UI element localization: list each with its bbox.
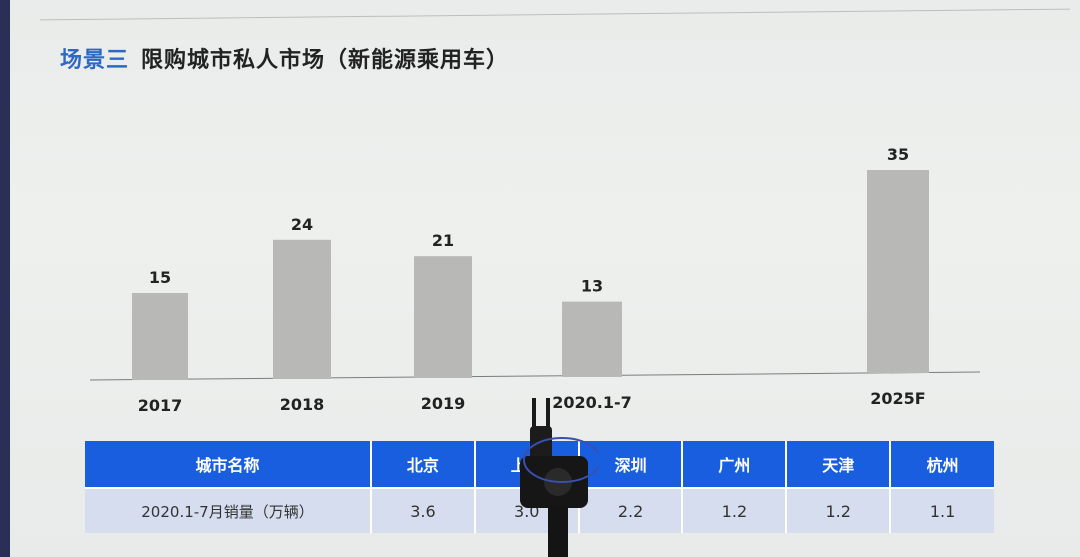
- bar-2018: [273, 239, 331, 379]
- category-label: 2018: [280, 395, 325, 414]
- bar-2020.1-7: [562, 301, 622, 377]
- row-label: 2020.1-7月销量（万辆）: [85, 487, 372, 533]
- table-cell: 1.2: [682, 487, 788, 533]
- category-label: 2019: [421, 394, 466, 413]
- value-label: 15: [149, 268, 171, 287]
- category-label: 2025F: [870, 389, 925, 408]
- category-label: 2020.1-7: [552, 393, 632, 412]
- x-axis-line: [89, 371, 981, 381]
- header-city: 深圳: [578, 441, 684, 488]
- table-header-row: 城市名称 北京 上海 深圳 广州 天津 杭州: [85, 441, 994, 488]
- bar-2025F: [867, 170, 929, 373]
- table-cell: 2.2: [578, 487, 684, 533]
- bar-2019: [414, 256, 472, 378]
- title-text: 限购城市私人市场（新能源乘用车）: [141, 48, 510, 73]
- bar-2017: [132, 293, 188, 380]
- bars-group: 15 2017 24 2018 21 2019 13 2020.1-7 35 2025F: [132, 145, 929, 415]
- slide-title: 场景三 限购城市私人市场（新能源乘用车）: [60, 42, 509, 74]
- camera-silhouette: [520, 398, 598, 557]
- value-label: 24: [291, 215, 313, 234]
- category-label: 2017: [138, 396, 183, 415]
- table-cell: 3.6: [371, 487, 476, 533]
- header-city-name: 城市名称: [85, 441, 372, 488]
- scene-label: 场景三: [60, 48, 130, 73]
- header-city: 北京: [371, 441, 476, 488]
- slide: 场景三 限购城市私人市场（新能源乘用车） 15 2017 24 2018 21 2019 13…: [10, 0, 1080, 557]
- bar-chart: 15 2017 24 2018 21 2019 13 2020.1-7 35 2025F: [89, 145, 981, 415]
- header-city: 杭州: [890, 441, 994, 488]
- table-cell: 1.2: [786, 487, 892, 533]
- value-label: 21: [432, 231, 454, 250]
- value-label: 13: [581, 277, 603, 296]
- header-city: 天津: [786, 441, 892, 488]
- header-city: 广州: [682, 441, 788, 488]
- value-label: 35: [887, 145, 909, 164]
- table-cell: 1.1: [890, 487, 994, 533]
